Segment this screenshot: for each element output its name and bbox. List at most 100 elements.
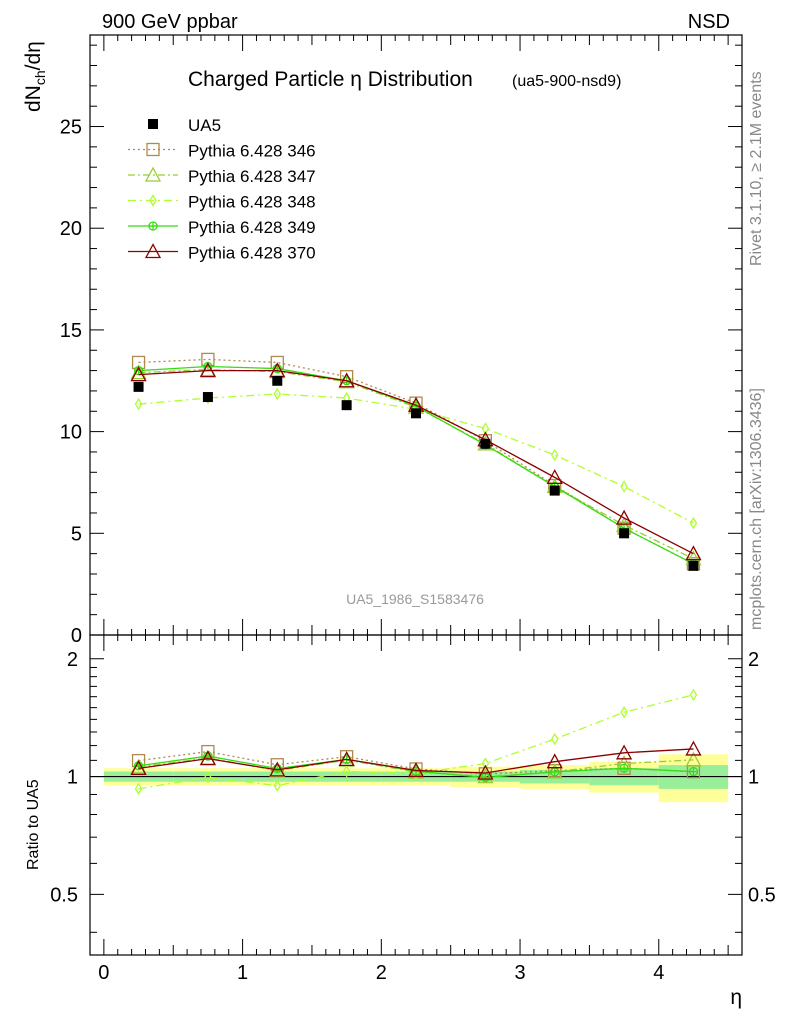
analysis-watermark: UA5_1986_S1583476 [346, 591, 484, 607]
x-tick-label-0: 0 [98, 962, 109, 984]
ratio-y-axis-label: Ratio to UA5 [25, 779, 42, 870]
series-4-point-7 [615, 509, 633, 525]
ratio-series-3-point-5 [480, 772, 491, 783]
ua5-data-point-3 [341, 400, 352, 411]
ratio-series-2-point-1 [204, 771, 212, 784]
ratio-series-3-point-6 [550, 767, 560, 777]
ratio-series-4-point-7 [615, 744, 633, 760]
legend-label-0: Pythia 6.428 346 [188, 142, 316, 161]
ua5-data-point-0 [133, 381, 144, 392]
series-2-point-7 [620, 480, 628, 493]
main-y-tick-label-1: 5 [71, 523, 82, 545]
ratio-series-4-point-3 [338, 751, 355, 767]
ratio-series-group [130, 688, 702, 796]
legend-label-1: Pythia 6.428 347 [188, 167, 316, 186]
ua5-data-point-8 [688, 560, 699, 571]
legend-item-1: Pythia 6.428 347 [128, 166, 316, 186]
ratio-y-tick-label-0: 0.5 [50, 884, 78, 906]
mcplots-label: mcplots.cern.ch [arXiv:1306.3436] [748, 388, 765, 630]
legend-label-2: Pythia 6.428 348 [188, 193, 316, 212]
series-4-point-0 [130, 366, 147, 382]
main-panel: 0 5 10 15 20 25 Charged Particle η Distributi… [60, 34, 743, 647]
series-4-point-3 [338, 372, 355, 388]
ratio-series-1-point-8 [685, 751, 702, 767]
series-line-4 [138, 369, 694, 555]
ua5-data-point-1 [202, 392, 213, 403]
series-2-point-6 [550, 448, 559, 462]
series-2-point-0 [134, 397, 143, 411]
legend-label-3: Pythia 6.428 349 [188, 218, 316, 237]
ratio-y-tick-label-right-2: 2 [748, 649, 759, 671]
ratio-series-4-point-5 [477, 764, 494, 780]
ratio-series-2-point-2 [273, 779, 282, 792]
ua5-data-point-2 [272, 375, 283, 386]
x-tick-label-1: 1 [237, 962, 248, 984]
legend-marker-3 [148, 221, 158, 231]
ratio-y-axis-ticks: 0.5 0.5 1 1 2 2 [50, 649, 776, 933]
ratio-panel-frame [89, 634, 743, 956]
legend-item-0: Pythia 6.428 346 [128, 142, 316, 161]
ua5-data-point-4 [411, 408, 421, 419]
series-4-point-8 [685, 545, 702, 561]
ratio-series-4-point-8 [685, 740, 702, 756]
chart-subtitle: (ua5-900-nsd9) [512, 73, 621, 90]
ratio-series-3-point-8 [688, 766, 699, 777]
legend-item-2: Pythia 6.428 348 [128, 193, 316, 212]
legend: UA5 Pythia 6.428 346 Pythia 6.428 347 Pythi… [128, 116, 316, 263]
main-y-axis-ticks: 0 5 10 15 20 25 [60, 44, 742, 647]
chart-title: Charged Particle η Distribution [188, 68, 473, 91]
x-tick-label-4: 4 [653, 962, 664, 984]
header-energy-label: 900 GeV ppbar [102, 11, 238, 33]
ratio-y-tick-label-right-1: 1 [748, 767, 759, 789]
ratio-series-3-point-7 [619, 763, 629, 773]
ratio-series-2-point-8 [689, 688, 698, 702]
ratio-series-4-point-1 [199, 750, 217, 766]
main-data-points [133, 375, 699, 571]
x-axis-label: η [730, 986, 742, 1009]
main-y-tick-label-0: 0 [71, 625, 82, 647]
ratio-panel: 0.5 0.5 1 1 2 2 0 1 2 3 4 [50, 634, 776, 984]
legend-marker-0 [146, 142, 160, 157]
main-y-axis-label: dNch/dη [22, 41, 48, 112]
ratio-series-2-point-0 [134, 782, 143, 796]
ua5-data-point-7 [619, 528, 630, 539]
ratio-series-2-point-6 [550, 732, 559, 746]
main-y-tick-label-4: 20 [60, 218, 82, 240]
ratio-y-tick-label-right-0: 0.5 [748, 884, 776, 906]
series-4-point-6 [546, 469, 563, 485]
ratio-series-2-point-5 [481, 757, 490, 770]
legend-marker-4 [144, 243, 162, 259]
ratio-series-line-4 [138, 748, 694, 774]
rivet-version-label: Rivet 3.1.10, ≥ 2.1M events [748, 71, 765, 266]
legend-marker-1 [144, 166, 162, 182]
ratio-series-2-point-3 [342, 765, 351, 778]
legend-ua5-label: UA5 [188, 116, 221, 135]
x-tick-label-2: 2 [376, 962, 387, 984]
legend-marker-2 [149, 194, 157, 207]
ratio-series-line-2 [138, 694, 694, 790]
series-2-point-2 [273, 387, 282, 401]
header-process-label: NSD [688, 11, 730, 33]
ratio-y-tick-label-1: 1 [67, 767, 78, 789]
legend-item-3: Pythia 6.428 349 [128, 218, 316, 237]
ratio-x-axis-ticks: 0 1 2 3 4 [98, 635, 743, 984]
main-y-tick-label-3: 15 [60, 320, 82, 342]
series-4-point-1 [199, 362, 217, 378]
ratio-y-tick-label-2: 2 [67, 649, 78, 671]
ratio-series-4-point-0 [130, 760, 147, 776]
main-x-axis-ticks [103, 35, 743, 635]
series-2-point-8 [689, 516, 698, 530]
legend-item-ua5: UA5 [148, 116, 221, 135]
series-line-2 [138, 393, 694, 524]
main-y-tick-label-2: 10 [60, 422, 82, 444]
ratio-series-4-point-6 [546, 753, 563, 769]
legend-ua5-marker [148, 119, 158, 129]
legend-label-4: Pythia 6.428 370 [188, 244, 316, 263]
ratio-series-4-point-2 [269, 761, 286, 777]
x-tick-label-3: 3 [514, 962, 525, 984]
main-y-tick-label-5: 25 [60, 117, 82, 139]
ua5-data-point-5 [480, 438, 491, 449]
legend-item-4: Pythia 6.428 370 [128, 243, 316, 263]
ua5-data-point-6 [549, 485, 560, 496]
